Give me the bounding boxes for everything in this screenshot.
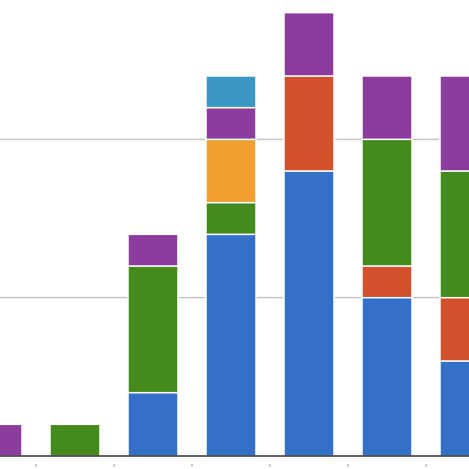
bar-segment bbox=[439, 75, 469, 172]
bar-segment bbox=[127, 265, 179, 394]
bar-segment bbox=[361, 75, 413, 141]
bar-segment bbox=[205, 106, 257, 141]
bar-segment bbox=[49, 423, 101, 457]
bar-segment bbox=[127, 233, 179, 267]
bar-segment bbox=[205, 201, 257, 236]
bar-segment bbox=[361, 138, 413, 267]
bar-segment bbox=[283, 75, 335, 172]
bar-segment bbox=[205, 233, 257, 457]
bar-segment bbox=[439, 296, 469, 362]
bar-segment bbox=[205, 75, 257, 109]
bar-segment bbox=[127, 391, 179, 457]
bar-segment bbox=[283, 11, 335, 77]
bar-segment bbox=[439, 360, 469, 457]
bar-segment bbox=[205, 138, 257, 204]
bar-segment bbox=[361, 265, 413, 299]
bar-segment bbox=[283, 170, 335, 457]
bar-segment bbox=[361, 296, 413, 457]
bar-segment bbox=[439, 170, 469, 299]
bar-segment bbox=[0, 423, 23, 457]
